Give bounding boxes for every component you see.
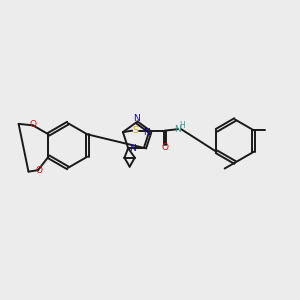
- Text: N: N: [142, 128, 149, 136]
- Text: O: O: [29, 120, 37, 129]
- Text: N: N: [174, 124, 181, 134]
- Text: N: N: [129, 144, 136, 153]
- Text: O: O: [35, 166, 42, 175]
- Text: O: O: [161, 143, 168, 152]
- Text: S: S: [133, 126, 138, 135]
- Text: N: N: [133, 114, 140, 123]
- Text: H: H: [179, 121, 185, 130]
